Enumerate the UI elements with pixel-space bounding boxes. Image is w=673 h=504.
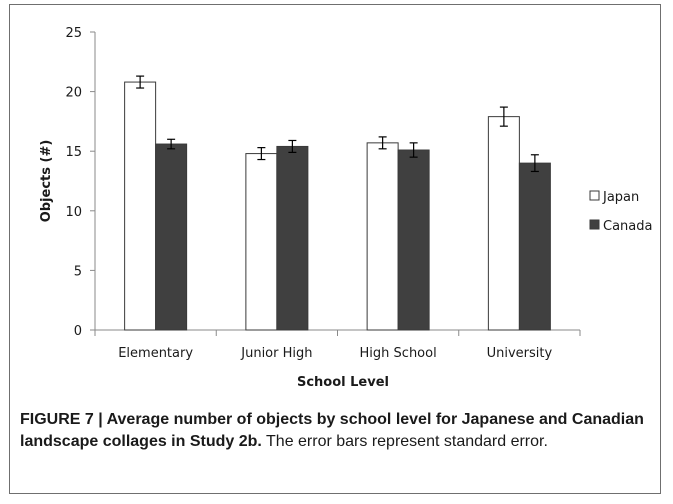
error-bar (530, 154, 539, 173)
bar-chart: 0 5 10 15 20 25 Elementary Junior High High Scho… (39, 26, 652, 390)
legend-swatch-canada (589, 219, 600, 230)
legend-swatch-japan (589, 190, 600, 201)
bar-japan (245, 153, 278, 331)
caption-bold: FIGURE 7 | Average number of objects by … (20, 411, 644, 450)
y-tick-label: 5 (74, 264, 82, 279)
legend-label-japan: Japan (602, 190, 639, 205)
error-bars (136, 75, 539, 173)
bar-japan (366, 142, 399, 331)
y-tick-label: 25 (65, 26, 82, 41)
error-bar (409, 142, 418, 158)
y-tick-label: 10 (65, 205, 82, 220)
tick-labels: 0 5 10 15 20 25 Elementary Junior High High Scho… (65, 26, 552, 361)
x-axis-label: School Level (297, 375, 389, 390)
error-bar (257, 147, 266, 161)
x-tick-label: Junior High (240, 346, 312, 361)
y-axis-label: Objects (#) (39, 140, 54, 223)
error-bar (167, 138, 176, 150)
legend: Japan Canada (589, 190, 652, 234)
error-bar (288, 139, 297, 153)
caption-text: The error bars represent standard error. (261, 433, 548, 450)
bars (124, 81, 551, 331)
bar-japan (487, 116, 520, 331)
bar-canada (276, 145, 309, 331)
bar-canada (155, 143, 188, 331)
figure-caption: FIGURE 7 | Average number of objects by … (20, 409, 652, 453)
error-bar (136, 75, 145, 89)
bar-canada (518, 162, 551, 331)
x-tick-label: High School (360, 346, 437, 361)
bar-japan (124, 81, 157, 331)
legend-label-canada: Canada (603, 219, 652, 234)
error-bar (378, 136, 387, 150)
y-tick-label: 20 (65, 86, 82, 101)
error-bar (499, 106, 508, 127)
figure-panel: 0 5 10 15 20 25 Elementary Junior High High Scho… (9, 4, 661, 494)
x-tick-label: Elementary (118, 346, 193, 361)
bar-canada (397, 149, 430, 331)
x-tick-label: University (487, 346, 553, 361)
y-tick-label: 15 (65, 145, 82, 160)
y-tick-label: 0 (74, 324, 82, 339)
